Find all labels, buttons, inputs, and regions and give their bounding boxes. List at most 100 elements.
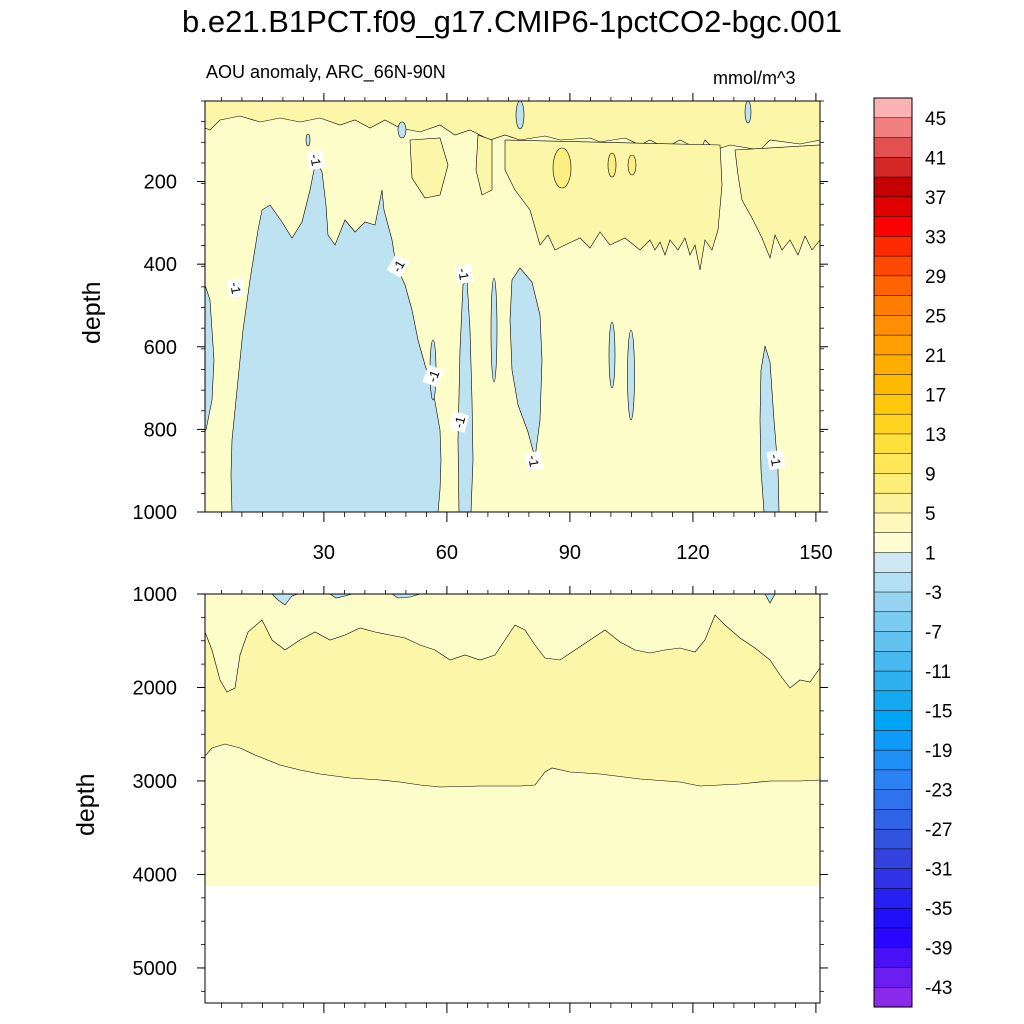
colorbar-swatch: [873, 730, 913, 751]
colorbar-label-3: 33: [925, 227, 946, 248]
y-tick-label-upper-200: 200: [144, 172, 177, 194]
colorbar-swatch: [873, 532, 913, 554]
y-tick-label-upper-1000: 1000: [133, 502, 178, 524]
colorbar-label-21: -39: [925, 939, 952, 960]
colorbar-swatch: [873, 809, 913, 830]
colorbar-swatch: [873, 868, 913, 889]
units-label: mmol/m^3: [713, 68, 796, 88]
chart-subtitle: AOU anomaly, ARC_66N-90N: [206, 62, 446, 82]
colorbar-swatch: [873, 651, 913, 672]
colorbar-swatch: [873, 769, 913, 791]
x-tick-label-30: 30: [313, 542, 335, 564]
colorbar-label-10: 5: [925, 504, 936, 525]
colorbar-label-0: 45: [925, 109, 946, 130]
colorbar-swatch: [873, 492, 913, 514]
colorbar-swatch: [873, 255, 913, 277]
colorbar-swatch: [873, 572, 913, 593]
colorbar-label-11: 1: [925, 544, 936, 565]
upper-warm-core-2: [607, 152, 617, 178]
contour-label-4: -1: [455, 267, 472, 281]
contour-label-1: -1: [307, 153, 324, 167]
colorbar-swatch: [873, 354, 913, 376]
colorbar-label-19: -31: [925, 860, 952, 881]
upper-warm-block-right: [734, 144, 821, 260]
colorbar-label-12: -3: [925, 583, 942, 604]
colorbar-swatch: [873, 275, 913, 297]
colorbar-swatch: [873, 690, 913, 712]
colorbar-label-9: 9: [925, 464, 936, 485]
upper-negative-speck-2: [397, 121, 407, 139]
colorbar-frame: [873, 97, 913, 1008]
upper-negative-sliver-1: [490, 277, 498, 383]
upper-negative-speck-3: [744, 100, 752, 124]
colorbar-swatch: [873, 453, 913, 475]
upper-negative-sliver-4: [627, 329, 635, 421]
upper-warm-patch-2: [475, 134, 493, 196]
lower-no-data-region: [205, 886, 820, 1003]
y-tick-label-lower-1000: 1000: [133, 584, 178, 606]
colorbar-label-2: 37: [925, 188, 946, 209]
colorbar-label-13: -7: [925, 623, 942, 644]
colorbar-swatch: [873, 315, 913, 336]
colorbar-swatch: [873, 591, 913, 613]
upper-negative-column-2: [509, 267, 543, 459]
colorbar-swatch: [873, 967, 913, 988]
colorbar-swatch: [873, 176, 913, 198]
upper-negative-column-1: [457, 279, 474, 513]
colorbar-label-18: -27: [925, 820, 952, 841]
colorbar-label-8: 13: [925, 425, 946, 446]
colorbar-swatch: [873, 631, 913, 652]
y-tick-label-upper-400: 400: [144, 254, 177, 276]
lower-plot-frame: [204, 593, 821, 1004]
upper-negative-speck-4: [305, 133, 311, 147]
colorbar-swatch: [873, 907, 913, 929]
colorbar-swatch: [873, 947, 913, 969]
colorbar-swatch: [873, 157, 913, 178]
colorbar-label-14: -11: [925, 662, 951, 683]
colorbar-swatch: [873, 236, 913, 257]
colorbar-swatch: [873, 789, 913, 810]
chart-title: b.e21.B1PCT.f09_g17.CMIP6-1pctCO2-bgc.00…: [182, 4, 842, 39]
colorbar-swatch: [873, 888, 913, 909]
colorbar-label-4: 29: [925, 267, 946, 288]
contour-label-5: -1: [424, 368, 442, 384]
upper-negative-speck-1: [515, 100, 525, 130]
colorbar-label-7: 17: [925, 385, 946, 406]
y-tick-label-lower-4000: 4000: [133, 864, 178, 886]
colorbar-label-22: -43: [925, 978, 952, 999]
axes-layer: 200 400 600 800 1000 30 60 90 120 150 1000 2000 3000…: [133, 93, 833, 1013]
y-tick-label-lower-5000: 5000: [133, 958, 178, 980]
contour-labels: -1 -1 -1 -1 -1 -1 -1 -1: [226, 149, 786, 472]
colorbar-swatch: [873, 216, 913, 237]
lower-negative-specks: [271, 593, 776, 606]
colorbar-swatch: [873, 927, 913, 949]
colorbar-swatch: [873, 394, 913, 415]
colorbar-swatch: [873, 670, 913, 692]
contour-label-7: -1: [525, 454, 542, 468]
y-tick-label-upper-600: 600: [144, 337, 177, 359]
colorbar-swatch: [873, 433, 913, 455]
colorbar-label-20: -35: [925, 899, 952, 920]
colorbar-label-1: 41: [925, 148, 946, 169]
lower-panel: [204, 593, 821, 1004]
x-tick-label-90: 90: [559, 542, 581, 564]
lower-warm-band: [204, 614, 821, 788]
x-tick-label-150: 150: [799, 542, 832, 564]
colorbar-label-17: -23: [925, 781, 952, 802]
colorbar-swatch: [873, 295, 913, 316]
x-tick-label-60: 60: [436, 542, 458, 564]
contour-label-6: -1: [451, 415, 468, 430]
colorbar-swatch: [873, 749, 913, 771]
contour-label-2: -1: [227, 281, 244, 295]
upper-warm-core-3: [627, 154, 637, 176]
colorbar-swatch: [873, 552, 913, 573]
x-tick-label-120: 120: [676, 542, 709, 564]
colorbar: 45 41 37 33 29 25 21 17 13 9 5 1 -3 -7 -11 -15 -19 -23 -27…: [873, 97, 952, 1008]
colorbar-label-15: -15: [925, 702, 952, 723]
colorbar-swatch: [873, 473, 913, 494]
y-tick-label-lower-2000: 2000: [133, 677, 178, 699]
upper-warm-patch-1: [409, 137, 449, 199]
colorbar-swatch: [873, 986, 913, 1008]
colorbar-swatch: [873, 710, 913, 731]
